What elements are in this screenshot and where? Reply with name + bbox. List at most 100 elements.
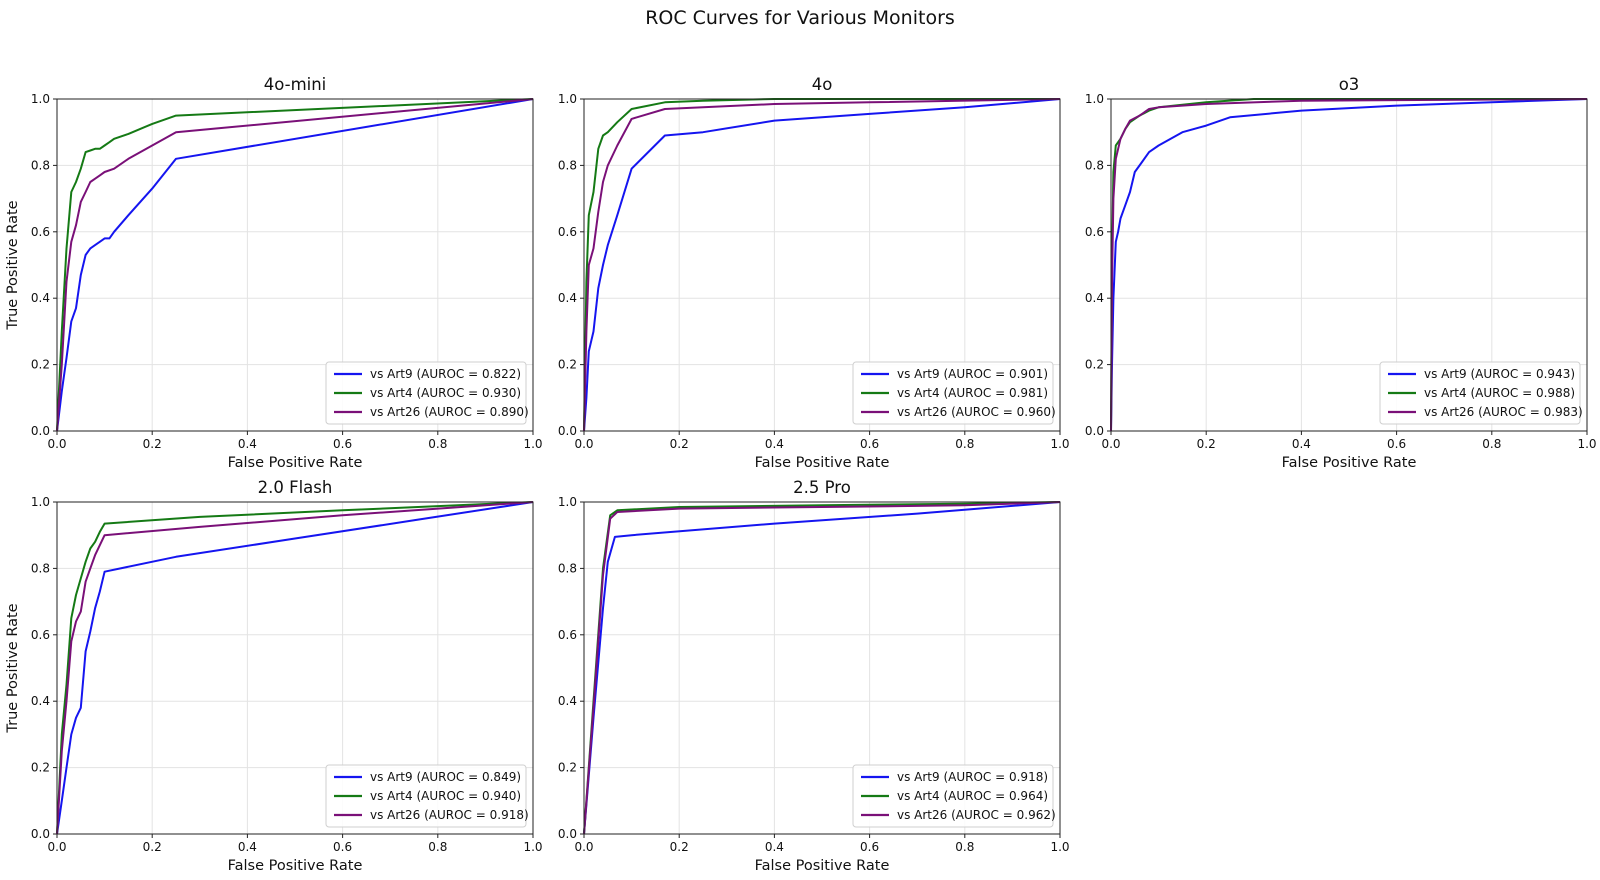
chart-2-legend: vs Art9 (AUROC = 0.943) vs Art4 (AUROC = …: [1379, 361, 1583, 425]
chart-0-x-tick-label: 0.8: [428, 437, 447, 451]
chart-0-title: 4o-mini: [264, 75, 327, 94]
chart-2-x-axis-label: False Positive Rate: [1282, 455, 1417, 471]
chart-1-y-tick-label: 0.6: [558, 225, 577, 239]
chart-panel-2: 0.0 0.2 0.4 0.6 0.8 1.0 0.0 0.2 0.4 0.6 0.8 1.0 o3 Fa…: [1085, 75, 1597, 471]
chart-0-legend-label-art9: vs Art9 (AUROC = 0.822): [370, 367, 521, 381]
chart-3-y-tick-label: 0.4: [31, 694, 50, 708]
chart-2-x-tick-label: 0.0: [1101, 437, 1120, 451]
chart-3-x-tick-label: 0.2: [143, 840, 162, 854]
chart-1-y-tick-label: 1.0: [558, 92, 577, 106]
chart-1-series-art4-line: [583, 98, 1060, 432]
chart-3-series-art4-line: [56, 501, 534, 835]
chart-2-x-tick-label: 0.2: [1197, 437, 1216, 451]
chart-0-x-tick-label: 0.4: [238, 437, 257, 451]
chart-3-series-art26-line: [56, 501, 534, 835]
chart-2-x-tick-label: 0.8: [1482, 437, 1501, 451]
chart-2-y-tick-label: 0.4: [1085, 291, 1104, 305]
chart-3-x-axis-label: False Positive Rate: [228, 858, 363, 874]
chart-3-plot-frame: [56, 501, 534, 835]
chart-1-legend: vs Art9 (AUROC = 0.901) vs Art4 (AUROC = …: [852, 361, 1056, 425]
chart-3-title: 2.0 Flash: [258, 478, 333, 497]
chart-2-x-tick-label: 0.4: [1292, 437, 1311, 451]
chart-4-y-tick-label: 0.0: [558, 827, 577, 841]
chart-3-series-art9-line: [56, 501, 534, 835]
chart-0-legend-label-art4: vs Art4 (AUROC = 0.930): [370, 386, 521, 400]
chart-4-title: 2.5 Pro: [793, 478, 851, 497]
chart-2-y-tick-label: 0.0: [1085, 424, 1104, 438]
chart-0-y-axis-label: True Positive Rate: [5, 200, 21, 330]
chart-4-legend-box: [852, 764, 1054, 828]
chart-0-y-tick-label: 0.2: [31, 358, 50, 372]
chart-1-x-tick-label: 0.6: [860, 437, 879, 451]
chart-3-x-tick-label: 0.0: [47, 840, 66, 854]
chart-4-x-tick-label: 0.8: [955, 840, 974, 854]
chart-3-legend-label-art4: vs Art4 (AUROC = 0.940): [370, 789, 521, 803]
chart-4-y-tick-label: 0.8: [558, 561, 577, 575]
chart-3-x-tick-label: 0.8: [428, 840, 447, 854]
chart-4-series-art26-line: [583, 501, 1061, 835]
chart-4-x-tick-label: 1.0: [1050, 840, 1069, 854]
chart-0-legend: vs Art9 (AUROC = 0.822) vs Art4 (AUROC = …: [325, 361, 529, 425]
chart-1-x-tick-label: 0.4: [765, 437, 784, 451]
chart-4-y-tick-label: 0.4: [558, 694, 577, 708]
chart-3-y-tick-label: 0.6: [31, 628, 50, 642]
chart-3-y-axis-label: True Positive Rate: [5, 603, 21, 733]
chart-0-series-art4-line: [56, 98, 534, 432]
chart-1-x-tick-label: 0.2: [670, 437, 689, 451]
chart-4-series-art9-line: [583, 501, 1061, 835]
chart-2-legend-label-art4: vs Art4 (AUROC = 0.988): [1424, 386, 1575, 400]
chart-1-series-art26-line: [583, 98, 1061, 432]
chart-4-x-axis-label: False Positive Rate: [755, 858, 890, 874]
chart-2-plot-frame: [1110, 98, 1588, 432]
chart-panel-0: 0.0 0.2 0.4 0.6 0.8 1.0 0.0 0.2 0.4 0.6 0.8 1.0 4o-m…: [5, 75, 543, 471]
chart-0-plot-frame: [56, 98, 534, 432]
chart-1-legend-box: [852, 361, 1054, 425]
chart-1-legend-label-art9: vs Art9 (AUROC = 0.901): [897, 367, 1048, 381]
chart-2-title: o3: [1339, 75, 1360, 94]
chart-2-x-tick-label: 1.0: [1577, 437, 1596, 451]
chart-3-x-tick-label: 1.0: [523, 840, 542, 854]
chart-4-plot-frame: [583, 501, 1061, 835]
chart-0-y-tick-label: 0.6: [31, 225, 50, 239]
chart-2-y-tick-label: 0.6: [1085, 225, 1104, 239]
chart-2-legend-box: [1379, 361, 1581, 425]
chart-1-x-tick-label: 0.0: [574, 437, 593, 451]
chart-4-y-tick-label: 0.2: [558, 761, 577, 775]
chart-1-x-axis-label: False Positive Rate: [755, 455, 890, 471]
chart-4-x-tick-label: 0.4: [765, 840, 784, 854]
chart-3-legend-label-art9: vs Art9 (AUROC = 0.849): [370, 770, 521, 784]
chart-2-y-tick-label: 1.0: [1085, 92, 1104, 106]
chart-0-x-tick-label: 0.6: [333, 437, 352, 451]
chart-1-series-art9-line: [583, 98, 1061, 432]
chart-1-y-tick-label: 0.4: [558, 291, 577, 305]
chart-3-y-tick-label: 0.2: [31, 761, 50, 775]
chart-1-y-tick-label: 0.8: [558, 158, 577, 172]
chart-3-y-tick-label: 0.0: [31, 827, 50, 841]
chart-panel-4: 0.0 0.2 0.4 0.6 0.8 1.0 0.0 0.2 0.4 0.6 0.8 1.0 2.5 …: [558, 478, 1070, 874]
chart-3-legend-box: [325, 764, 527, 828]
chart-1-title: 4o: [812, 75, 833, 94]
chart-2-y-tick-label: 0.2: [1085, 358, 1104, 372]
chart-2-legend-label-art9: vs Art9 (AUROC = 0.943): [1424, 367, 1575, 381]
chart-0-x-tick-label: 1.0: [523, 437, 542, 451]
chart-4-legend-label-art4: vs Art4 (AUROC = 0.964): [897, 789, 1048, 803]
chart-3-y-tick-label: 1.0: [31, 495, 50, 509]
chart-0-y-tick-label: 1.0: [31, 92, 50, 106]
chart-4-x-tick-label: 0.2: [670, 840, 689, 854]
chart-1-x-tick-label: 0.8: [955, 437, 974, 451]
chart-0-legend-label-art26: vs Art26 (AUROC = 0.890): [370, 405, 529, 419]
chart-panel-1: 0.0 0.2 0.4 0.6 0.8 1.0 0.0 0.2 0.4 0.6 0.8 1.0 4o Fa…: [558, 75, 1070, 471]
chart-1-legend-label-art4: vs Art4 (AUROC = 0.981): [897, 386, 1048, 400]
chart-3-x-tick-label: 0.6: [333, 840, 352, 854]
chart-4-x-tick-label: 0.6: [860, 840, 879, 854]
chart-1-legend-label-art26: vs Art26 (AUROC = 0.960): [897, 405, 1056, 419]
chart-2-x-tick-label: 0.6: [1387, 437, 1406, 451]
chart-4-x-tick-label: 0.0: [574, 840, 593, 854]
chart-0-y-tick-label: 0.4: [31, 291, 50, 305]
chart-1-x-tick-label: 1.0: [1050, 437, 1069, 451]
chart-4-legend-label-art26: vs Art26 (AUROC = 0.962): [897, 808, 1056, 822]
chart-0-y-tick-label: 0.0: [31, 424, 50, 438]
chart-2-series-art26-line: [1110, 98, 1588, 432]
chart-4-legend-label-art9: vs Art9 (AUROC = 0.918): [897, 770, 1048, 784]
